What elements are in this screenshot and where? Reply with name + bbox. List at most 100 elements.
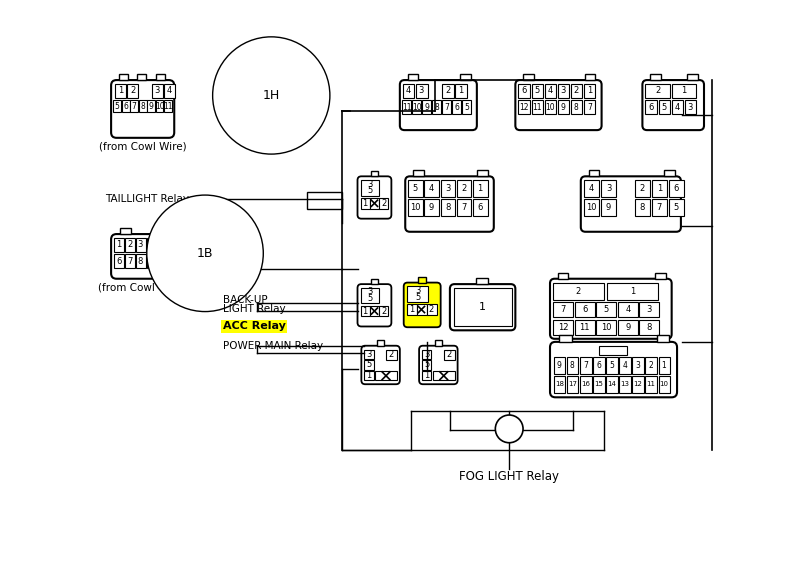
Bar	[147, 238, 157, 252]
Text: 16: 16	[581, 381, 590, 387]
Text: 3: 3	[424, 349, 430, 359]
Bar	[386, 349, 397, 360]
Bar	[418, 277, 426, 283]
Text: 5: 5	[661, 103, 667, 111]
Bar	[639, 320, 659, 335]
Bar	[652, 180, 667, 197]
Text: 3: 3	[418, 86, 424, 95]
Bar	[593, 376, 605, 393]
Bar	[120, 228, 131, 234]
Text: 1: 1	[363, 307, 368, 316]
FancyBboxPatch shape	[111, 80, 174, 138]
Bar	[423, 100, 431, 114]
Bar	[457, 180, 471, 197]
Text: 10: 10	[410, 203, 420, 212]
Text: 1B: 1B	[197, 247, 213, 260]
Text: 1: 1	[681, 86, 687, 95]
Bar	[687, 74, 697, 80]
Bar	[558, 100, 569, 114]
Text: 1: 1	[630, 287, 635, 296]
Bar	[659, 357, 670, 374]
Bar	[427, 304, 437, 315]
Bar	[618, 302, 637, 317]
Text: 6: 6	[521, 86, 526, 95]
Text: 14: 14	[607, 381, 616, 387]
Bar	[364, 360, 374, 369]
Bar	[553, 283, 604, 300]
Bar	[157, 238, 167, 252]
Bar	[148, 100, 155, 112]
Bar	[453, 288, 512, 327]
Bar	[433, 371, 454, 380]
Bar	[114, 254, 124, 268]
Text: 5: 5	[367, 360, 371, 369]
Text: BACK-UP: BACK-UP	[223, 295, 268, 304]
Bar	[361, 198, 370, 208]
Bar	[135, 254, 146, 268]
Text: 10: 10	[412, 103, 422, 111]
FancyBboxPatch shape	[111, 234, 173, 279]
Bar	[664, 170, 675, 176]
Bar	[361, 288, 379, 303]
Circle shape	[496, 415, 523, 443]
FancyBboxPatch shape	[400, 80, 477, 130]
Bar	[575, 302, 594, 317]
Bar	[553, 302, 573, 317]
Bar	[545, 100, 556, 114]
Text: 1H: 1H	[263, 89, 280, 102]
Text: 18: 18	[555, 381, 564, 387]
Bar	[618, 320, 637, 335]
Text: 11: 11	[402, 103, 411, 111]
Bar	[370, 198, 379, 208]
Text: 2: 2	[388, 351, 394, 360]
Text: 2: 2	[649, 361, 653, 370]
Bar	[402, 100, 411, 114]
Bar	[460, 74, 470, 80]
Bar	[379, 305, 388, 316]
Text: 6: 6	[123, 102, 128, 111]
Text: TAILLIGHT Relay: TAILLIGHT Relay	[105, 194, 189, 204]
Text: 2: 2	[576, 287, 581, 296]
Bar	[371, 171, 378, 176]
Text: 1: 1	[424, 371, 430, 380]
Bar	[560, 335, 572, 342]
Bar	[364, 349, 374, 359]
Text: 2: 2	[655, 86, 660, 95]
Text: 3: 3	[646, 305, 652, 314]
Text: 3: 3	[138, 240, 143, 250]
Bar	[455, 84, 467, 98]
Bar	[593, 357, 605, 374]
Text: 7: 7	[461, 203, 466, 212]
Text: 5: 5	[413, 184, 418, 193]
Text: 1: 1	[657, 184, 662, 193]
Text: 3: 3	[560, 86, 566, 95]
Text: 6: 6	[116, 256, 122, 266]
Bar	[361, 180, 379, 196]
Bar	[531, 84, 543, 98]
Bar	[580, 357, 591, 374]
FancyBboxPatch shape	[358, 176, 392, 219]
Text: 8: 8	[138, 256, 143, 266]
Bar	[165, 84, 175, 98]
Bar	[589, 170, 599, 176]
Text: 8: 8	[570, 361, 575, 370]
Text: 11: 11	[532, 103, 542, 111]
Text: 9: 9	[424, 103, 429, 111]
Bar	[652, 199, 667, 216]
Bar	[424, 199, 439, 216]
Text: 2: 2	[461, 184, 466, 193]
Bar	[554, 357, 565, 374]
Text: 3: 3	[606, 184, 611, 193]
FancyBboxPatch shape	[550, 279, 672, 339]
Bar	[650, 74, 661, 80]
Text: 1: 1	[662, 361, 667, 370]
Bar	[139, 100, 147, 112]
Bar	[571, 100, 582, 114]
Bar	[118, 74, 128, 80]
Text: 6: 6	[596, 361, 601, 370]
Text: 2: 2	[573, 86, 579, 95]
Bar	[435, 340, 442, 345]
Bar	[412, 100, 422, 114]
Bar	[584, 100, 595, 114]
Bar	[596, 320, 616, 335]
